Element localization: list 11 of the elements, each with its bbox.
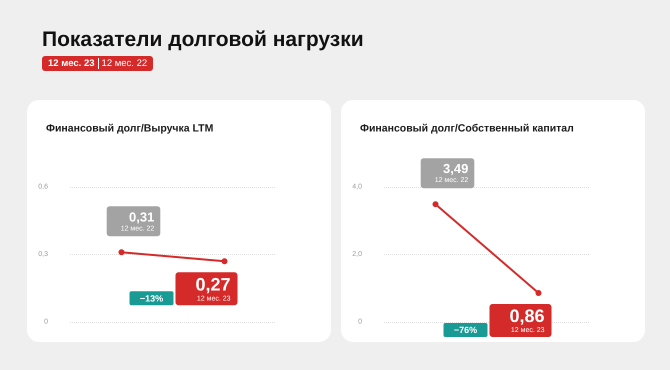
text: 0,86 [509, 306, 545, 326]
text: 0,27 [195, 274, 231, 294]
text: 0,31 [128, 209, 154, 224]
text: Показатели долговой нагрузки [42, 28, 364, 52]
chart-title: Финансовый долг/Выручка LTM [46, 122, 214, 134]
text: −76% [454, 324, 478, 335]
text: 12 мес. 22 [98, 58, 148, 69]
annotation: −13% [140, 293, 164, 304]
text: 12 мес. 23 [48, 58, 95, 69]
chart-title: Финансовый долг/Собственный капитал [360, 122, 574, 134]
text: 3,49 [442, 161, 468, 176]
